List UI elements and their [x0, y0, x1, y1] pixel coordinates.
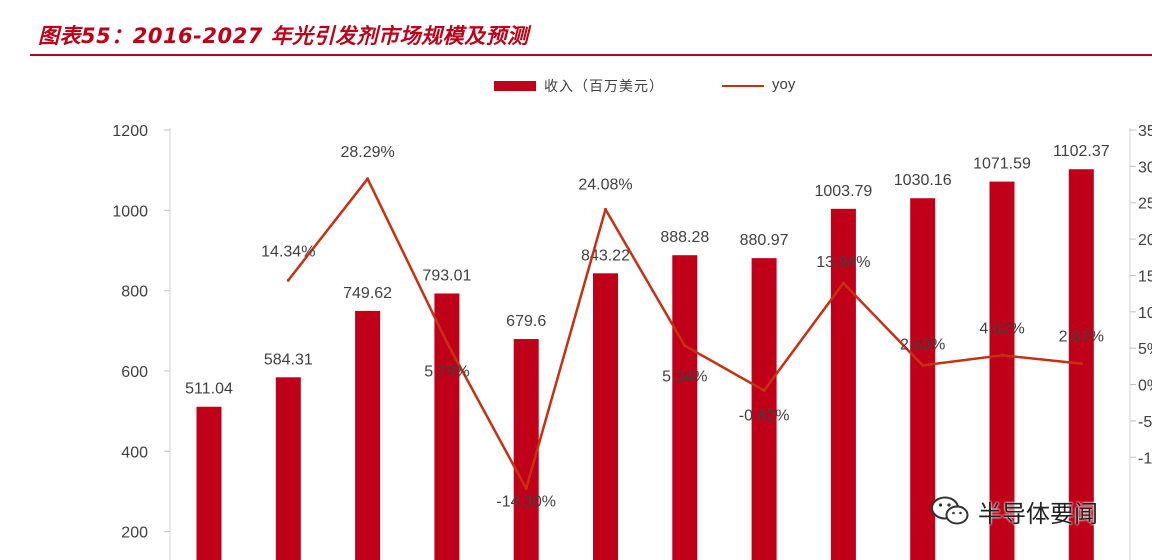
legend-swatch-yoy [722, 85, 764, 87]
y-right-tick-label: -5 [1138, 414, 1152, 431]
bar-2020 [513, 339, 539, 560]
bar-2018 [355, 310, 381, 560]
yoy-value-label: 2.63% [900, 336, 945, 353]
y-left-tick-label: 200 [121, 525, 148, 542]
yoy-point [286, 278, 290, 282]
bar-2019 [434, 293, 460, 560]
bar-2026 [989, 181, 1015, 560]
bar-2016 [196, 406, 222, 560]
watermark: 半导体要闻 [930, 494, 1098, 528]
yoy-point [1079, 362, 1083, 366]
y-right-tick-label: 20 [1138, 232, 1152, 249]
yoy-point [841, 281, 845, 285]
bar-value-label: 1102.37 [1053, 143, 1110, 160]
bar-2025 [910, 198, 936, 560]
bar-value-label: 584.31 [264, 351, 313, 368]
y-right-tick-label: 15 [1138, 268, 1152, 285]
yoy-point [604, 207, 607, 211]
y-right-tick-label: 25 [1138, 196, 1152, 213]
title-divider [30, 54, 1152, 56]
y-left-tick-label: 1200 [112, 123, 148, 140]
bar-2023 [751, 258, 777, 560]
y-left-tick-label: 400 [121, 444, 148, 461]
yoy-point [524, 487, 528, 491]
title-bar: 图表55：2016-2027 年光引发剂市场规模及预测 [0, 0, 1152, 56]
y-left-tick-label: 1000 [112, 203, 148, 220]
bar-value-label: 880.97 [740, 232, 789, 249]
yoy-value-label: -0.82% [739, 408, 790, 425]
yoy-point [445, 340, 449, 344]
bar-2021 [593, 273, 618, 560]
yoy-value-label: 5.34% [662, 369, 707, 386]
bar-value-label: 793.01 [422, 267, 471, 284]
yoy-value-label: 4.02% [979, 320, 1024, 337]
bar-value-label: 679.6 [506, 313, 546, 330]
yoy-point [921, 363, 925, 367]
bar-value-label: 511.04 [185, 381, 233, 398]
bar-value-label: 1071.59 [973, 156, 1031, 173]
yoy-value-label: -14.30% [496, 494, 556, 511]
y-left-tick-label: 600 [121, 364, 148, 381]
y-right-tick-label: 35 [1138, 123, 1152, 140]
bar-value-label: 749.62 [343, 285, 392, 302]
legend-swatch-revenue [494, 81, 536, 91]
wechat-icon [931, 496, 969, 525]
bar-value-label: 843.22 [581, 247, 630, 264]
y-right-tick-label: -10 [1138, 450, 1152, 467]
yoy-value-label: 5.79% [424, 363, 469, 380]
yoy-value-label: 28.29% [340, 144, 394, 161]
bar-2017 [275, 377, 301, 560]
yoy-point [1000, 353, 1004, 357]
y-right-tick-label: 5% [1138, 341, 1152, 358]
y-right-tick-label: 30 [1138, 159, 1152, 176]
bar-value-label: 1030.16 [894, 172, 952, 189]
legend-label-revenue: 收入（百万美元） [544, 79, 664, 95]
yoy-value-label: 2.87% [1059, 329, 1104, 346]
chart-legend: 收入（百万美元） yoy [0, 74, 1152, 98]
y-right-tick-label: 0% [1138, 378, 1152, 395]
y-left-tick-label: 800 [121, 284, 148, 301]
yoy-value-label: 24.08% [578, 176, 632, 193]
bar-value-label: 1003.79 [814, 183, 872, 200]
yoy-value-label: 13.94% [816, 254, 870, 271]
yoy-point [683, 344, 687, 348]
watermark-text: 半导体要闻 [978, 499, 1098, 528]
yoy-value-label: 14.34% [261, 243, 315, 260]
bar-2024 [830, 208, 856, 560]
chart-title: 图表55：2016-2027 年光引发剂市场规模及预测 [38, 24, 529, 48]
y-right-tick-label: 10 [1138, 305, 1152, 322]
yoy-point [366, 177, 370, 181]
bar-value-label: 888.28 [660, 229, 709, 246]
yoy-point [762, 389, 766, 393]
bar-2022 [672, 255, 698, 560]
legend-label-yoy: yoy [772, 76, 796, 93]
